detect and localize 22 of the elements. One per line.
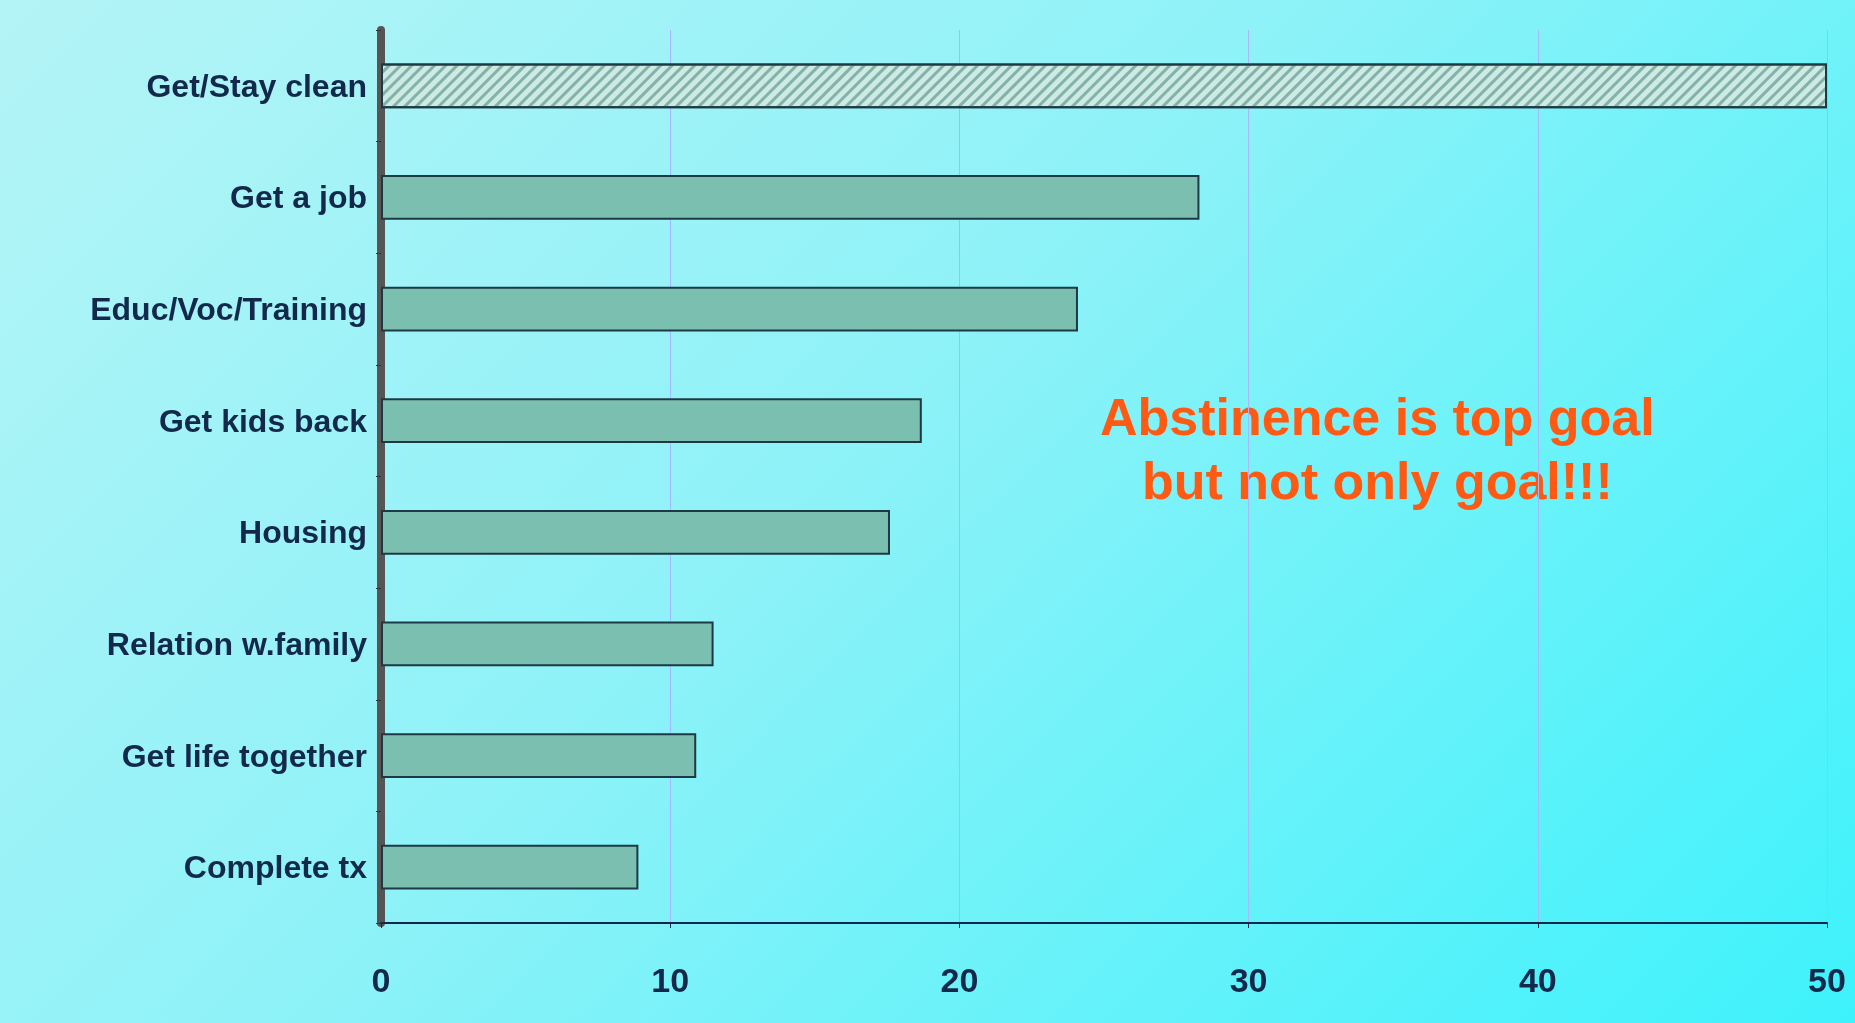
y-tick-label: Get a job bbox=[230, 179, 367, 216]
y-tick-label: Get kids back bbox=[158, 402, 368, 439]
bar bbox=[381, 733, 697, 778]
bar bbox=[381, 286, 1078, 332]
x-tick-label: 20 bbox=[940, 961, 979, 999]
bar bbox=[381, 844, 639, 890]
bar bbox=[381, 509, 890, 555]
y-tick-label: Get life together bbox=[121, 737, 367, 774]
x-tick-label: 0 bbox=[371, 961, 391, 999]
bar bbox=[381, 175, 1200, 220]
bar bbox=[381, 621, 714, 667]
bar bbox=[381, 398, 922, 444]
x-tick-label: 40 bbox=[1518, 961, 1557, 999]
x-tick-label: 30 bbox=[1229, 961, 1268, 999]
x-tick-label: 50 bbox=[1808, 961, 1846, 999]
y-tick-label: Relation w.family bbox=[106, 625, 368, 662]
y-tick-label: Complete tx bbox=[183, 849, 368, 886]
x-tick-label: 10 bbox=[651, 961, 690, 999]
y-tick-label: Get/Stay clean bbox=[146, 67, 367, 104]
annotation: Abstinence is top goal but not only goal!!! bbox=[1100, 388, 1655, 510]
y-tick-label: Educ/Voc/Training bbox=[90, 291, 367, 328]
y-tick-label: Housing bbox=[239, 514, 367, 551]
